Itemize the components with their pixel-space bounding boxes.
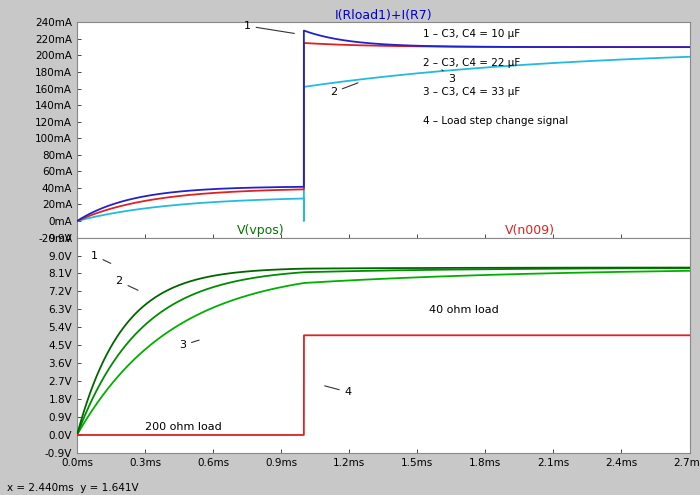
Text: V(n009): V(n009) [505,224,555,237]
Text: 3: 3 [179,340,199,350]
Title: I(Rload1)+I(R7): I(Rload1)+I(R7) [335,9,432,22]
Text: 1: 1 [90,250,111,263]
Text: 1: 1 [244,21,294,34]
Text: 2: 2 [116,276,138,290]
Text: 2: 2 [330,83,358,97]
Text: 4: 4 [325,386,352,397]
Text: V(vpos): V(vpos) [237,224,285,237]
Text: 3: 3 [442,70,455,84]
Text: 4 – Load step change signal: 4 – Load step change signal [423,116,568,126]
Text: 1 – C3, C4 = 10 μF: 1 – C3, C4 = 10 μF [423,29,520,39]
Text: 200 ohm load: 200 ohm load [145,422,222,432]
Text: 2 – C3, C4 = 22 μF: 2 – C3, C4 = 22 μF [423,58,520,68]
Text: x = 2.440ms  y = 1.641V: x = 2.440ms y = 1.641V [7,483,139,493]
Text: 3 – C3, C4 = 33 μF: 3 – C3, C4 = 33 μF [423,87,520,97]
Text: 40 ohm load: 40 ohm load [428,305,498,315]
